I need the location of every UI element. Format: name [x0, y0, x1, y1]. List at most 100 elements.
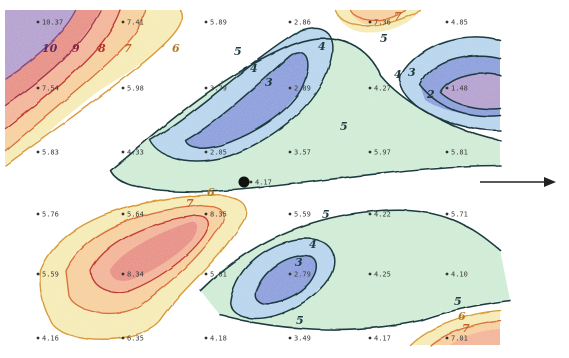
station-dot	[204, 336, 208, 340]
station-dot	[204, 150, 208, 154]
station-value: 4.25	[374, 271, 391, 279]
station-dot	[36, 336, 40, 340]
contour-line-5-bottom	[219, 299, 511, 330]
contour-label-2: 2	[426, 88, 435, 101]
station-dot	[204, 212, 208, 216]
station-dot	[288, 336, 292, 340]
station-value: 3.57	[294, 149, 311, 157]
station-value: 5.89	[210, 19, 227, 27]
contour-label-4: 4	[250, 62, 258, 75]
contour-line-6-topright	[334, 9, 421, 26]
station-dot	[288, 212, 292, 216]
contour-line-9	[4, 9, 101, 106]
station-dot	[368, 150, 372, 154]
contour-label-4: 4	[309, 238, 317, 251]
contour-label-7: 7	[124, 42, 132, 55]
contour-line-7-bottomright	[429, 319, 501, 346]
station-value: 2.86	[294, 19, 311, 27]
saddle-marker	[238, 176, 250, 188]
station-value: 4.33	[127, 149, 144, 157]
contour-line-6-bottomright	[409, 309, 501, 346]
station-value: 8.34	[127, 271, 144, 279]
station-dot	[121, 272, 125, 276]
contour-label-5: 5	[322, 208, 330, 221]
station-dot	[368, 20, 372, 24]
contour-line-3-upper-right	[419, 54, 501, 117]
station-value: 7.01	[451, 335, 468, 343]
contour-label-7: 7	[462, 322, 470, 335]
station-value: 7.54	[42, 85, 59, 93]
station-value: 7.36	[374, 19, 391, 27]
station-dot	[249, 180, 253, 184]
contour-line-7-lowleft	[64, 204, 225, 314]
contour-line-7-topleft	[4, 9, 146, 151]
contour-label-5: 5	[340, 120, 348, 133]
station-value: 1.48	[451, 85, 468, 93]
station-value: 2.89	[294, 85, 311, 93]
contour-label-6: 6	[172, 42, 180, 55]
station-dot	[36, 212, 40, 216]
contour-line-4-lowcenter	[229, 237, 335, 319]
contour-label-5: 5	[234, 45, 242, 58]
station-dot	[121, 150, 125, 154]
station-dot	[368, 212, 372, 216]
contour-label-layer: 10 9 8 7 6 5 4 3 4 5 7 4 3 2 5 6 7 5 4 3…	[42, 10, 470, 335]
fill-purple-topleft	[5, 10, 75, 78]
station-dot	[368, 336, 372, 340]
station-dot	[121, 86, 125, 90]
contour-label-7: 7	[186, 197, 194, 210]
station-value: 4.22	[374, 211, 391, 219]
station-dot	[204, 272, 208, 276]
contour-line-5-lower	[199, 208, 501, 291]
contour-line-3-center	[184, 51, 309, 149]
station-value: 5.97	[374, 149, 391, 157]
station-dot	[445, 336, 449, 340]
station-value: 5.76	[42, 211, 59, 219]
station-value: 4.17	[255, 179, 272, 187]
arrow-right-icon	[480, 177, 556, 187]
station-dot	[36, 86, 40, 90]
contour-line-10	[4, 9, 76, 79]
contour-label-4: 4	[394, 68, 402, 81]
fill-purple-right	[440, 73, 500, 109]
station-value: 4.85	[451, 19, 468, 27]
station-value: 7.41	[127, 19, 144, 27]
station-value: 10.37	[42, 19, 63, 27]
station-dot	[288, 86, 292, 90]
contour-line-2	[439, 72, 501, 110]
contour-line-8-lowleft	[89, 214, 209, 293]
station-value: 5.98	[127, 85, 144, 93]
station-value: 8.35	[210, 211, 227, 219]
contour-label-3: 3	[408, 66, 416, 79]
station-value: 4.10	[451, 271, 468, 279]
contour-label-9: 9	[72, 42, 80, 55]
fill-salmon-bottomright	[450, 329, 500, 345]
contour-line-6-topleft	[4, 9, 182, 166]
contour-line-4-center	[149, 26, 333, 162]
station-value: 6.35	[127, 335, 144, 343]
station-dot	[368, 272, 372, 276]
station-dot	[121, 336, 125, 340]
station-dot	[288, 20, 292, 24]
station-value: 5.61	[210, 271, 227, 279]
station-value: 2.79	[294, 271, 311, 279]
contour-label-4: 4	[318, 40, 326, 53]
station-dot	[204, 20, 208, 24]
station-dot	[368, 86, 372, 90]
fill-orange-topright	[350, 10, 405, 25]
contour-label-10: 10	[42, 42, 58, 55]
station-dot	[445, 150, 449, 154]
station-value: 4.27	[374, 85, 391, 93]
station-value: 2.05	[210, 149, 227, 157]
station-dot	[445, 20, 449, 24]
station-value: 3.79	[210, 85, 227, 93]
station-value: 5.81	[451, 149, 468, 157]
station-dot	[36, 20, 40, 24]
fill-red-lowleft	[110, 221, 198, 281]
station-dot	[445, 212, 449, 216]
contour-line-4-upper-right	[398, 35, 501, 131]
station-value: 3.49	[294, 335, 311, 343]
contour-line-6-lowleft	[38, 193, 247, 340]
station-value: 5.59	[294, 211, 311, 219]
station-dot	[445, 272, 449, 276]
